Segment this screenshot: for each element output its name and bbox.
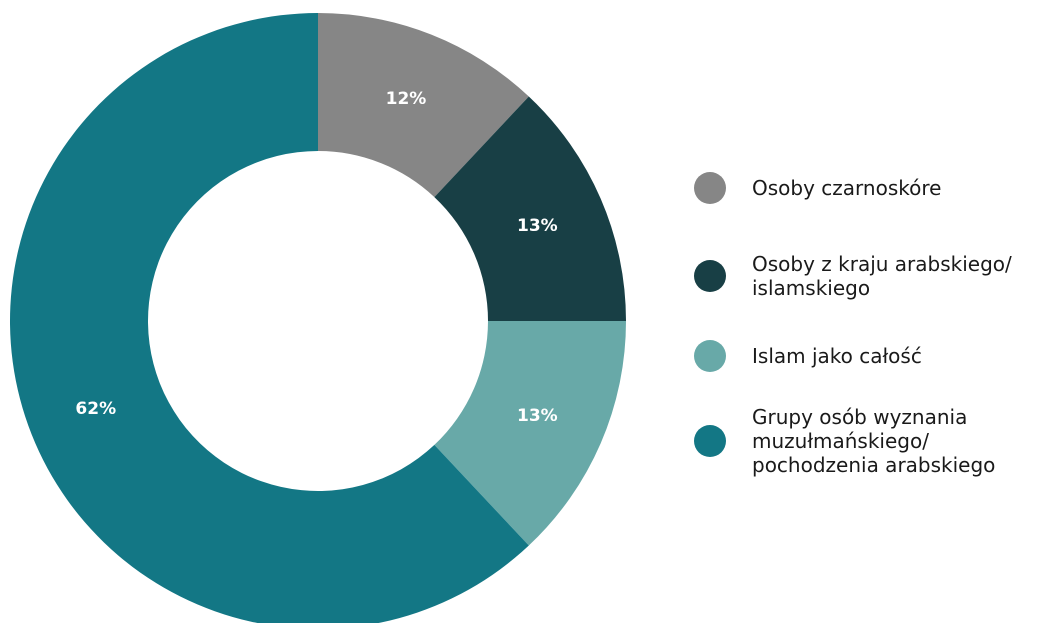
slice-value-label: 13% <box>517 216 558 236</box>
legend-item-osoby-czarnoskore: Osoby czarnoskóre <box>694 172 1056 204</box>
slice-value-label: 12% <box>386 89 427 109</box>
legend-item-grupy-osob-wyznania: Grupy osób wyznania muzułmańskiego/ poch… <box>694 405 1056 477</box>
slice-value-label: 13% <box>517 406 558 426</box>
legend-label: Grupy osób wyznania muzułmańskiego/ poch… <box>752 405 996 477</box>
legend-item-osoby-z-kraju-arabskiego: Osoby z kraju arabskiego/ islamskiego <box>694 252 1056 300</box>
legend-swatch <box>694 340 726 372</box>
donut-slices <box>10 13 626 623</box>
slice-value-label: 62% <box>75 399 116 419</box>
legend-label: Osoby czarnoskóre <box>752 176 942 200</box>
donut-slice-0 <box>318 13 529 198</box>
slice-labels: 12% 13% 13% 62% <box>75 89 557 426</box>
donut-slice-1 <box>434 96 626 321</box>
legend-swatch <box>694 425 726 457</box>
legend-label: Islam jako całość <box>752 344 922 368</box>
chart-legend: Osoby czarnoskóre Osoby z kraju arabskie… <box>694 0 1054 623</box>
donut-slice-2 <box>434 321 626 546</box>
donut-slice-3 <box>10 13 529 623</box>
legend-swatch <box>694 260 726 292</box>
legend-item-islam-jako-calosc: Islam jako całość <box>694 340 1056 372</box>
legend-swatch <box>694 172 726 204</box>
legend-label: Osoby z kraju arabskiego/ islamskiego <box>752 252 1012 300</box>
